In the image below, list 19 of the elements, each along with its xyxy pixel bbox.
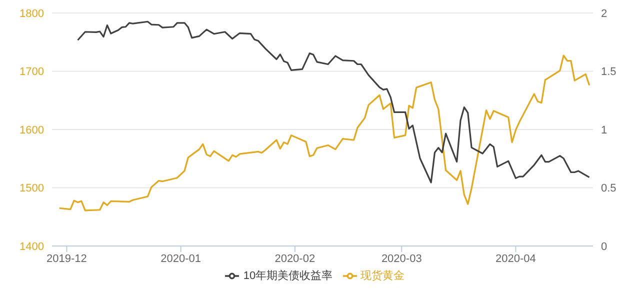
line-series xyxy=(58,54,590,212)
x-tick-label: 2020-02 xyxy=(274,252,316,265)
x-tick-label: 2020-03 xyxy=(381,252,422,265)
legend-label: 现货黄金 xyxy=(360,270,405,282)
y-tick-label: 1400 xyxy=(20,240,44,253)
y-tick-label: 1500 xyxy=(20,182,44,195)
line-series xyxy=(76,20,590,184)
y-tick-label: 1800 xyxy=(20,8,44,20)
x-tick-label: 2019-12 xyxy=(46,252,87,265)
legend-label: 10年期美债收益率 xyxy=(243,270,333,282)
y2-tick-label: 2 xyxy=(601,8,608,20)
y2-tick-label: 0 xyxy=(601,240,608,253)
y2-tick-label: 1.5 xyxy=(601,66,616,78)
y-tick-label: 1700 xyxy=(20,66,44,78)
x-tick-label: 2020-01 xyxy=(160,252,201,265)
y2-tick-label: 1 xyxy=(601,124,608,136)
y2-tick-label: 0.5 xyxy=(601,182,616,195)
y-tick-label: 1600 xyxy=(20,124,44,136)
x-tick-label: 2020-04 xyxy=(496,252,536,265)
